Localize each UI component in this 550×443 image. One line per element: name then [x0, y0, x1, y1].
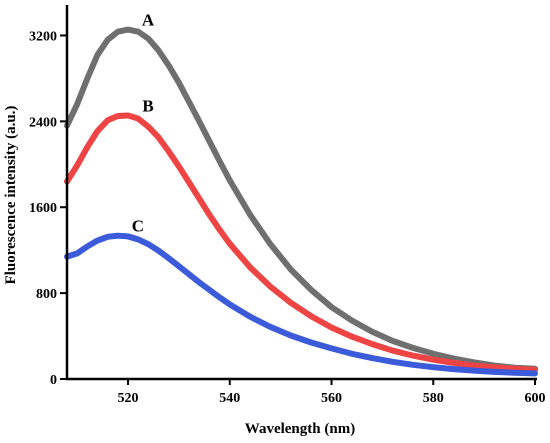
x-tick-label: 540	[219, 391, 240, 406]
series-line-b	[64, 112, 538, 373]
y-tick-label: 0	[50, 373, 57, 388]
curve-label-b: B	[142, 96, 153, 115]
y-tick-label: 2400	[29, 115, 57, 130]
curves-layer	[64, 26, 538, 377]
y-tick-label: 1600	[29, 201, 57, 216]
series-line-c	[64, 232, 538, 377]
x-tick-label: 560	[321, 391, 342, 406]
axes-layer	[65, 5, 537, 381]
y-tick-label: 800	[36, 287, 57, 302]
y-axis-title: Fluorescence intensity (a.u.)	[3, 106, 19, 285]
ticks-layer: 520 540 560 580 600 0 800 1600 2400 3200	[29, 29, 546, 406]
x-tick-label: 520	[118, 391, 139, 406]
y-tick-label: 3200	[29, 29, 57, 44]
x-axis-title: Wavelength (nm)	[245, 421, 355, 437]
curve-labels-layer: A B C	[132, 11, 155, 236]
x-tick-label: 600	[525, 391, 546, 406]
x-tick-label: 580	[423, 391, 444, 406]
curve-label-c: C	[132, 217, 144, 236]
curve-label-a: A	[142, 11, 155, 30]
series-line-a	[64, 26, 538, 372]
